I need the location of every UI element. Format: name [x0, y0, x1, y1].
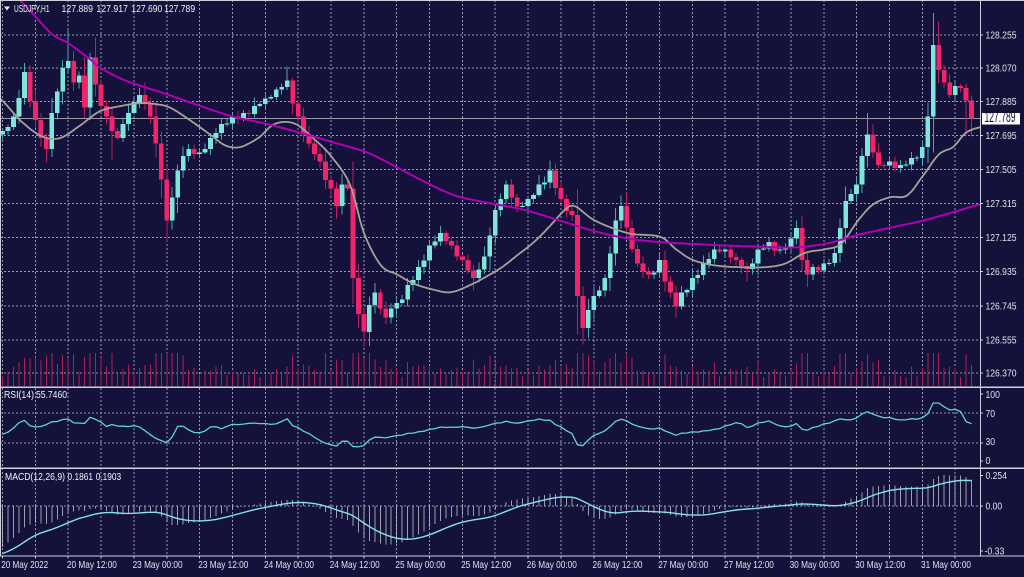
svg-text:127.789: 127.789	[985, 109, 1016, 126]
svg-text:MACD(12,26,9): MACD(12,26,9)	[5, 472, 65, 483]
svg-text:USDJPY,H1: USDJPY,H1	[14, 4, 50, 15]
svg-text:26 May 12:00: 26 May 12:00	[593, 560, 643, 571]
svg-text:27 May 00:00: 27 May 00:00	[658, 560, 708, 571]
svg-text:128.070: 128.070	[986, 64, 1017, 75]
svg-text:24 May 12:00: 24 May 12:00	[330, 560, 380, 571]
svg-text:0.254: 0.254	[986, 471, 1008, 482]
svg-text:126.935: 126.935	[986, 267, 1017, 278]
svg-text:127.917: 127.917	[96, 4, 128, 15]
svg-text:RSI(14): RSI(14)	[4, 390, 34, 401]
svg-text:0.00: 0.00	[986, 501, 1003, 512]
svg-text:23 May 00:00: 23 May 00:00	[133, 560, 183, 571]
svg-text:127.505: 127.505	[986, 165, 1017, 176]
svg-text:55.7460: 55.7460	[36, 390, 67, 401]
svg-text:128.255: 128.255	[986, 31, 1017, 42]
svg-text:127.315: 127.315	[986, 199, 1017, 210]
svg-text:0.1861: 0.1861	[68, 472, 94, 483]
svg-text:100: 100	[986, 390, 1001, 401]
svg-text:20 May 2022: 20 May 2022	[1, 560, 48, 571]
svg-text:127.695: 127.695	[986, 131, 1017, 142]
svg-text:127.125: 127.125	[986, 233, 1017, 244]
svg-text:0.1903: 0.1903	[96, 472, 122, 483]
svg-text:126.370: 126.370	[986, 368, 1017, 379]
svg-text:23 May 12:00: 23 May 12:00	[198, 560, 248, 571]
svg-text:127.690: 127.690	[131, 4, 162, 15]
svg-text:26 May 00:00: 26 May 00:00	[527, 560, 577, 571]
svg-text:20 May 12:00: 20 May 12:00	[67, 560, 117, 571]
svg-text:25 May 00:00: 25 May 00:00	[395, 560, 445, 571]
svg-text:127.885: 127.885	[986, 97, 1017, 108]
svg-text:30 May 12:00: 30 May 12:00	[855, 560, 905, 571]
svg-text:30 May 00:00: 30 May 00:00	[790, 560, 840, 571]
svg-text:30: 30	[986, 437, 996, 448]
svg-text:126.745: 126.745	[986, 301, 1017, 312]
svg-text:70: 70	[986, 409, 996, 420]
svg-text:126.555: 126.555	[986, 335, 1017, 346]
svg-text:25 May 12:00: 25 May 12:00	[461, 560, 511, 571]
svg-text:127.789: 127.789	[164, 4, 195, 15]
svg-text:-0.33: -0.33	[985, 547, 1005, 558]
svg-text:31 May 00:00: 31 May 00:00	[921, 560, 971, 571]
svg-text:127.889: 127.889	[62, 4, 94, 15]
svg-text:0: 0	[986, 456, 991, 467]
svg-text:27 May 12:00: 27 May 12:00	[724, 560, 774, 571]
svg-text:24 May 00:00: 24 May 00:00	[264, 560, 314, 571]
